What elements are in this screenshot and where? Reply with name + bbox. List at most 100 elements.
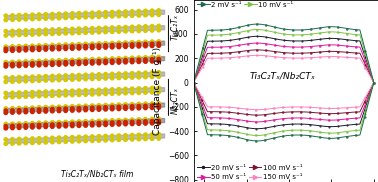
Circle shape	[51, 105, 54, 108]
Circle shape	[157, 106, 161, 109]
Circle shape	[97, 135, 101, 138]
Circle shape	[84, 62, 87, 65]
Circle shape	[31, 17, 34, 21]
Circle shape	[17, 13, 21, 17]
Circle shape	[37, 137, 41, 140]
Circle shape	[37, 106, 41, 109]
Circle shape	[31, 124, 34, 127]
Circle shape	[84, 120, 87, 123]
Circle shape	[17, 108, 21, 112]
Circle shape	[137, 43, 141, 46]
Circle shape	[137, 104, 141, 108]
Circle shape	[31, 62, 34, 65]
Circle shape	[4, 91, 8, 95]
Circle shape	[77, 42, 81, 46]
Circle shape	[150, 117, 154, 121]
Circle shape	[90, 73, 94, 76]
Circle shape	[157, 102, 161, 105]
Circle shape	[124, 123, 127, 126]
Circle shape	[84, 122, 87, 125]
Circle shape	[150, 91, 154, 94]
Circle shape	[124, 76, 127, 79]
Circle shape	[4, 124, 8, 128]
Circle shape	[77, 16, 81, 19]
Polygon shape	[6, 134, 164, 143]
Circle shape	[104, 72, 107, 76]
Circle shape	[97, 88, 101, 91]
Circle shape	[137, 118, 141, 121]
Circle shape	[57, 12, 61, 15]
Circle shape	[4, 107, 8, 110]
Circle shape	[17, 106, 21, 110]
Circle shape	[157, 42, 161, 45]
Circle shape	[137, 133, 141, 136]
Circle shape	[90, 135, 94, 138]
Circle shape	[124, 43, 127, 46]
Circle shape	[104, 46, 107, 49]
Circle shape	[24, 46, 28, 50]
Circle shape	[37, 121, 41, 124]
Circle shape	[137, 56, 141, 59]
Circle shape	[71, 109, 74, 112]
Circle shape	[64, 63, 67, 66]
Circle shape	[77, 106, 81, 110]
Circle shape	[17, 75, 21, 79]
Circle shape	[97, 77, 101, 80]
Circle shape	[90, 119, 94, 123]
Circle shape	[110, 61, 114, 64]
Circle shape	[51, 79, 54, 82]
Circle shape	[17, 33, 21, 37]
Circle shape	[84, 47, 87, 50]
Circle shape	[137, 14, 141, 17]
Circle shape	[104, 103, 107, 107]
Circle shape	[17, 47, 21, 50]
Circle shape	[44, 90, 48, 93]
Circle shape	[84, 31, 87, 34]
Circle shape	[44, 105, 48, 109]
Circle shape	[130, 60, 134, 64]
Circle shape	[124, 10, 127, 13]
Circle shape	[150, 120, 154, 123]
Circle shape	[110, 43, 114, 47]
Circle shape	[144, 133, 147, 136]
Circle shape	[117, 10, 121, 13]
Circle shape	[64, 122, 67, 126]
Circle shape	[130, 72, 134, 75]
Circle shape	[64, 89, 67, 93]
Circle shape	[90, 27, 94, 30]
Circle shape	[130, 56, 134, 59]
Polygon shape	[6, 103, 164, 112]
Circle shape	[71, 45, 74, 48]
Text: Ti₃C₂Tₓ/Nb₂CTₓ film: Ti₃C₂Tₓ/Nb₂CTₓ film	[60, 169, 133, 178]
Circle shape	[24, 108, 28, 112]
Circle shape	[150, 71, 154, 74]
Circle shape	[24, 62, 28, 65]
Circle shape	[77, 45, 81, 48]
Circle shape	[84, 139, 87, 143]
Circle shape	[77, 122, 81, 125]
Circle shape	[77, 58, 81, 61]
Circle shape	[71, 120, 74, 123]
Circle shape	[137, 107, 141, 110]
Circle shape	[124, 105, 127, 108]
Circle shape	[144, 137, 147, 141]
Circle shape	[84, 11, 87, 15]
Circle shape	[157, 60, 161, 63]
Circle shape	[57, 125, 61, 128]
Circle shape	[64, 47, 67, 51]
Circle shape	[84, 27, 87, 30]
Circle shape	[104, 59, 107, 62]
Circle shape	[137, 138, 141, 141]
Circle shape	[51, 136, 54, 139]
Circle shape	[117, 105, 121, 108]
Circle shape	[44, 79, 48, 82]
Circle shape	[37, 59, 41, 63]
Circle shape	[130, 118, 134, 121]
Circle shape	[51, 32, 54, 35]
Circle shape	[24, 60, 28, 63]
Circle shape	[97, 59, 101, 63]
Circle shape	[150, 104, 154, 107]
Circle shape	[130, 58, 134, 62]
Circle shape	[110, 92, 114, 95]
Circle shape	[64, 32, 67, 35]
